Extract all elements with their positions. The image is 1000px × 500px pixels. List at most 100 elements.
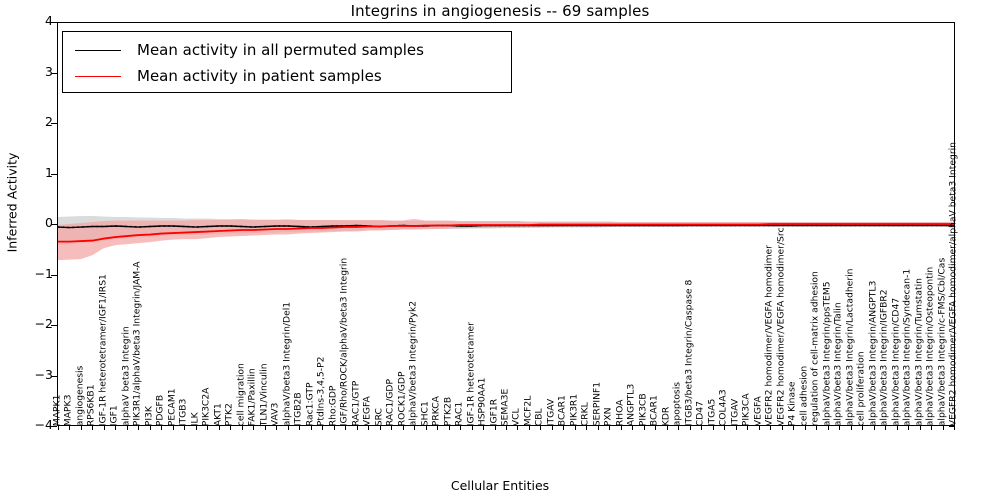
x-axis-tick-mark	[368, 426, 370, 430]
x-axis-tick-mark	[264, 426, 266, 430]
x-axis-tick-mark	[241, 426, 243, 430]
x-axis-tick-label: alphaV/beta3 Integrin/Talin	[832, 302, 844, 426]
x-axis-tick-label: cell proliferation	[855, 351, 867, 426]
y-axis-tick-mark	[51, 375, 57, 377]
x-axis-tick-mark	[620, 426, 622, 430]
x-axis-tick-mark	[954, 426, 955, 430]
x-axis-tick-label: ILK	[189, 412, 201, 426]
y-axis-tick-mark	[51, 123, 57, 124]
x-axis-tick-mark	[253, 426, 255, 430]
x-axis-tick-label: PTK2B	[441, 396, 453, 426]
y-axis-tick-mark	[51, 173, 57, 175]
x-axis-tick-label: ITGAV	[545, 398, 557, 426]
x-axis-tick-label: AKT1	[212, 402, 224, 426]
chart-title: Integrins in angiogenesis -- 69 samples	[350, 2, 650, 20]
x-axis-tick-mark	[402, 426, 404, 430]
x-axis-tick-mark	[58, 426, 59, 430]
x-axis-tick-label: KDR	[660, 406, 672, 426]
x-axis-tick-mark	[80, 426, 82, 430]
plot-svg	[58, 215, 954, 261]
x-axis-tick-label: PIK3C2A	[200, 387, 212, 426]
x-axis-tick-label: VCL	[510, 408, 522, 426]
x-axis-tick-label: alphaV/beta3 Integrin/Osteopontin	[924, 266, 936, 426]
x-axis-tick-label: alphaV/beta3 Integrin/c-FMS/Cbl/Cas	[935, 257, 947, 426]
x-axis-tick-mark	[816, 426, 818, 430]
y-axis-tick-mark	[949, 426, 955, 427]
x-axis-tick-mark	[115, 426, 117, 430]
x-axis-tick-mark	[758, 426, 760, 430]
x-axis-tick-mark	[862, 426, 864, 430]
x-axis-tick-label: angiogenesis	[74, 365, 86, 426]
x-axis-tick-mark	[701, 426, 703, 430]
x-axis-tick-label: RAC1	[453, 401, 465, 426]
y-axis-tick-label: −1	[34, 265, 53, 281]
legend-item: Mean activity in patient samples	[63, 63, 511, 89]
x-axis-tick-label: VEGFR2 homodimer/VEGFA homodimer/Src	[775, 227, 787, 426]
x-axis-tick-mark	[230, 426, 232, 430]
x-axis-tick-mark	[850, 426, 852, 430]
x-axis-tick-mark	[793, 426, 795, 430]
x-axis-tick-label: alphaV/beta3 Integrin/CD47	[889, 297, 901, 426]
y-axis-tick-label: −2	[34, 316, 53, 331]
x-axis-tick-mark	[471, 426, 473, 430]
x-axis-tick-mark	[345, 426, 347, 430]
y-axis-tick-label: 2	[45, 114, 53, 129]
x-axis-tick-label: BCAR1	[556, 394, 568, 426]
legend-label: Mean activity in all permuted samples	[137, 41, 424, 59]
x-axis-tick-mark	[517, 426, 519, 430]
x-axis-tick-label: IGF/Rho/ROCK/alphaV/beta3 Integrin	[338, 257, 350, 426]
x-axis-tick-label: Rac1:GTP	[304, 382, 316, 426]
permuted-mean-dotted-overlay	[58, 224, 954, 229]
x-axis-tick-mark	[379, 426, 381, 430]
x-axis-tick-label: TLN1/Vinculin	[258, 363, 270, 426]
y-axis-tick-label: −3	[34, 366, 53, 382]
patient-mean-line	[58, 223, 954, 243]
x-axis-tick-mark	[712, 426, 714, 430]
x-axis-tick-label: MAPK1	[51, 394, 63, 426]
x-axis-tick-label: RPS6KB1	[85, 384, 97, 426]
x-axis-tick-label: cell adhesion	[798, 365, 810, 426]
y-axis-tick-label: 4	[45, 13, 53, 28]
x-axis-tick-label: apoptosis	[671, 381, 683, 426]
x-axis-tick-label: BCAR1	[648, 394, 660, 426]
x-axis-tick-mark	[310, 426, 312, 430]
x-axis-tick-label: PI3K	[143, 405, 155, 426]
x-axis-tick-mark	[356, 426, 358, 430]
legend-item: Mean activity in all permuted samples	[63, 37, 511, 63]
x-axis-tick-label: IGF-1R heterotetramer	[464, 321, 476, 426]
x-axis-tick-label: Rho:GDP	[327, 385, 339, 426]
x-axis-tick-mark	[908, 426, 910, 430]
x-axis-tick-label: VEGFA	[752, 396, 764, 426]
legend-color-swatch	[75, 75, 121, 77]
x-axis-tick-label: ITGB3/beta3 Integrin/Caspase 8	[683, 279, 695, 426]
y-axis-tick-mark	[51, 224, 57, 225]
x-axis-tick-label: alphaV/beta3 Integrin/Lactadherin	[844, 268, 856, 426]
x-axis-tick-label: PDGFB	[154, 394, 166, 426]
x-axis-tick-mark	[218, 426, 220, 430]
x-axis-tick-mark	[138, 426, 140, 430]
x-axis-tick-label: RHOA	[614, 399, 626, 426]
x-axis-tick-mark	[161, 426, 163, 430]
x-axis-tick-label: IGF-1R heterotetramer/IGF1/IRS1	[97, 273, 109, 426]
x-axis-tick-mark	[333, 426, 335, 430]
x-axis-tick-mark	[69, 426, 71, 430]
legend-color-swatch	[75, 49, 121, 51]
x-axis-tick-mark	[494, 426, 496, 430]
x-axis-tick-mark	[770, 426, 772, 430]
x-axis-tick-mark	[425, 426, 427, 430]
x-axis-tick-label: HSP90AA1	[476, 377, 488, 426]
y-axis-tick-label: 1	[45, 164, 53, 180]
x-axis-tick-mark	[747, 426, 749, 430]
x-axis-tick-label: VAV3	[269, 402, 281, 426]
y-axis-tick-mark	[51, 22, 57, 23]
x-axis-tick-label: alphaV beta3 Integrin	[120, 326, 132, 426]
x-axis-tick-label: IGF1	[108, 405, 120, 426]
x-axis-tick-mark	[931, 426, 933, 430]
x-axis-tick-mark	[172, 426, 174, 430]
x-axis-tick-label: SERPINF1	[591, 381, 603, 426]
x-axis-tick-label: SEMA3E	[499, 388, 511, 427]
x-axis-tick-mark	[207, 426, 209, 430]
x-axis-tick-label: PRKCA	[430, 395, 442, 426]
x-axis-tick-label: ITGB3	[177, 398, 189, 426]
